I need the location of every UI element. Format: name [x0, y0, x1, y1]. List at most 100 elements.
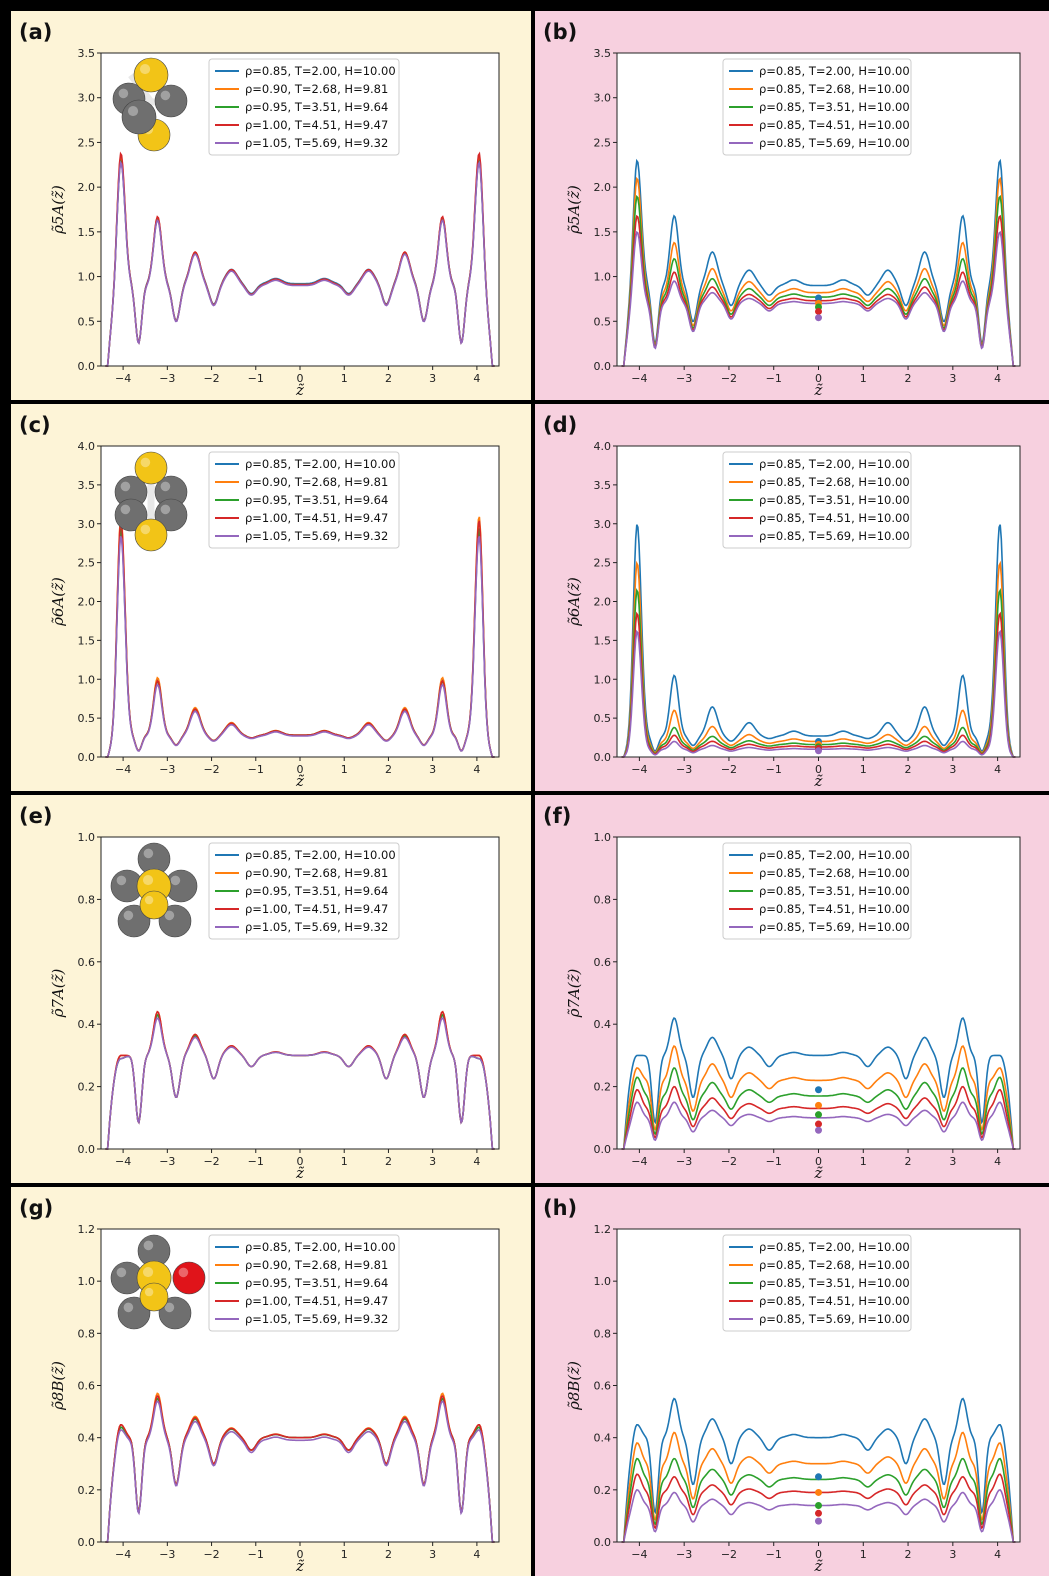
y-tick-label: 0.5 — [78, 712, 96, 725]
y-tick-label: 3.5 — [594, 479, 612, 492]
cluster-8B-icon — [110, 1234, 206, 1330]
y-tick-label: 0.0 — [594, 1143, 612, 1156]
legend: ρ=0.85, T=2.00, H=10.00 ρ=0.90, T=2.68, H… — [208, 451, 400, 549]
x-tick-label: 4 — [994, 1548, 1001, 1561]
x-tick-label: 4 — [994, 372, 1001, 385]
legend-entry: ρ=0.85, T=3.51, H=10.00 — [759, 884, 910, 898]
cluster-6A-icon — [114, 451, 188, 552]
y-tick-label: 1.5 — [78, 634, 96, 647]
chart-svg: (h) 0.0 0.2 0.4 0.6 0.8 1.0 1.2 −4 −3 −2 −1 0 1 2 3 4 z̃ ρ… — [543, 1196, 1021, 1575]
y-tick-label: 0.2 — [78, 1081, 96, 1094]
x-tick-label: −1 — [766, 372, 782, 385]
chart-panel-e: (e) 0.0 0.2 0.4 0.6 0.8 1.0 −4 −3 −2 −1 0 1 2 3 4 z̃ ρ̃7A… — [11, 795, 531, 1183]
chart-svg: (e) 0.0 0.2 0.4 0.6 0.8 1.0 −4 −3 −2 −1 0 1 2 3 4 z̃ ρ̃7A… — [19, 804, 500, 1182]
x-tick-label: −1 — [248, 1548, 264, 1561]
plot-frame — [100, 445, 500, 758]
y-tick-label: 0.6 — [78, 1380, 96, 1393]
x-tick-label: 3 — [429, 1548, 436, 1561]
y-tick-label: 1.0 — [594, 673, 612, 686]
midpoint-marker — [815, 294, 822, 302]
series-line-1 — [621, 158, 1016, 367]
x-axis-label: z̃ — [295, 772, 304, 790]
y-axis-label: ρ̃8B(z̃) — [49, 1361, 67, 1411]
x-axis-label: z̃ — [814, 1164, 823, 1182]
legend-entry: ρ=0.90, T=2.68, H=9.81 — [245, 1258, 388, 1272]
y-tick-label: 0.0 — [78, 1536, 96, 1549]
x-tick-label: 1 — [341, 1155, 348, 1168]
panel-label: (e) — [19, 804, 52, 828]
midpoint-marker — [815, 1126, 822, 1134]
x-tick-label: −4 — [631, 763, 647, 776]
legend-entry: ρ=0.85, T=2.00, H=10.00 — [245, 64, 396, 78]
y-tick-label: 2.0 — [594, 596, 612, 609]
y-tick-label: 0.5 — [594, 315, 612, 328]
x-tick-label: 0 — [815, 372, 822, 385]
chart-svg: (d) 0.0 0.5 1.0 1.5 2.0 2.5 3.0 3.5 4.0 −4 −3 −2 −1 0 1… — [543, 413, 1021, 790]
panel-label: (h) — [543, 1196, 577, 1220]
legend-entry: ρ=0.85, T=4.51, H=10.00 — [759, 511, 910, 525]
x-tick-label: 3 — [949, 1548, 956, 1561]
y-tick-label: 1.5 — [594, 634, 612, 647]
x-tick-label: 4 — [473, 1155, 480, 1168]
x-tick-label: 2 — [385, 372, 392, 385]
x-tick-label: 3 — [429, 372, 436, 385]
x-tick-label: 2 — [905, 372, 912, 385]
x-tick-label: −1 — [766, 1548, 782, 1561]
legend: ρ=0.85, T=2.00, H=10.00 ρ=0.90, T=2.68, H… — [208, 1234, 400, 1332]
x-tick-label: 0 — [297, 1548, 304, 1561]
legend-entry: ρ=1.05, T=5.69, H=9.32 — [245, 529, 388, 543]
y-tick-label: 0.8 — [78, 893, 96, 906]
x-tick-label: 0 — [815, 1155, 822, 1168]
x-tick-label: −2 — [721, 1548, 737, 1561]
y-tick-label: 1.0 — [594, 1275, 612, 1288]
x-tick-label: −1 — [766, 763, 782, 776]
legend-entry: ρ=0.85, T=5.69, H=10.00 — [759, 1312, 910, 1326]
x-tick-label: 4 — [473, 372, 480, 385]
chart-panel-b: (b) 0.0 0.5 1.0 1.5 2.0 2.5 3.0 3.5 −4 −3 −2 −1 0 1 2 3 4… — [535, 11, 1049, 400]
x-tick-label: 0 — [297, 1155, 304, 1168]
y-tick-label: 4.0 — [594, 440, 612, 453]
series-line-1 — [621, 1397, 1016, 1543]
y-tick-label: 3.0 — [78, 92, 96, 105]
legend-entry: ρ=1.00, T=4.51, H=9.47 — [245, 902, 388, 916]
midpoint-marker — [815, 314, 822, 322]
x-tick-label: −3 — [159, 372, 175, 385]
chart-svg: (b) 0.0 0.5 1.0 1.5 2.0 2.5 3.0 3.5 −4 −3 −2 −1 0 1 2 3 4… — [543, 20, 1021, 399]
x-tick-label: 2 — [385, 1155, 392, 1168]
x-tick-label: 2 — [385, 763, 392, 776]
x-tick-label: −1 — [248, 763, 264, 776]
x-tick-label: −1 — [766, 1155, 782, 1168]
x-tick-label: 2 — [905, 1548, 912, 1561]
y-tick-label: 2.5 — [78, 136, 96, 149]
plot-frame — [100, 1228, 500, 1543]
series-line-1 — [621, 524, 1016, 758]
plot-frame — [100, 836, 500, 1150]
legend-entry: ρ=1.05, T=5.69, H=9.32 — [245, 136, 388, 150]
panel-label: (f) — [543, 804, 571, 828]
x-tick-label: 1 — [341, 372, 348, 385]
chart-panel-h: (h) 0.0 0.2 0.4 0.6 0.8 1.0 1.2 −4 −3 −2 −1 0 1 2 3 4 z̃ ρ… — [535, 1187, 1049, 1576]
chart-panel-g: (g) 0.0 0.2 0.4 0.6 0.8 1.0 1.2 −4 −3 −2 −1 0 1 2 3 4 z̃ ρ… — [11, 1187, 531, 1576]
legend-entry: ρ=0.85, T=2.68, H=10.00 — [759, 82, 910, 96]
y-tick-label: 1.0 — [78, 831, 96, 844]
y-tick-label: 1.2 — [78, 1223, 96, 1236]
plot-frame — [616, 52, 1021, 367]
y-tick-label: 0.0 — [594, 360, 612, 373]
y-tick-label: 0.0 — [594, 1536, 612, 1549]
x-tick-label: −2 — [721, 1155, 737, 1168]
series-line-2 — [621, 1045, 1016, 1150]
legend-entry: ρ=0.95, T=3.51, H=9.64 — [245, 100, 388, 114]
series-line-3 — [621, 1067, 1016, 1150]
chart-svg: (f) 0.0 0.2 0.4 0.6 0.8 1.0 −4 −3 −2 −1 0 1 2 3 4 z̃ ρ̃7A… — [543, 804, 1021, 1182]
y-tick-label: 0.4 — [594, 1432, 612, 1445]
legend-entry: ρ=0.85, T=3.51, H=10.00 — [759, 493, 910, 507]
x-tick-label: 3 — [949, 1155, 956, 1168]
legend-entry: ρ=0.85, T=5.69, H=10.00 — [759, 136, 910, 150]
y-tick-label: 2.0 — [78, 181, 96, 194]
legend-entry: ρ=1.00, T=4.51, H=9.47 — [245, 511, 388, 525]
x-tick-label: 1 — [860, 763, 867, 776]
x-tick-label: 3 — [949, 372, 956, 385]
y-tick-label: 0.0 — [594, 751, 612, 764]
legend-entry: ρ=0.85, T=2.00, H=10.00 — [245, 848, 396, 862]
x-tick-label: −2 — [203, 372, 219, 385]
